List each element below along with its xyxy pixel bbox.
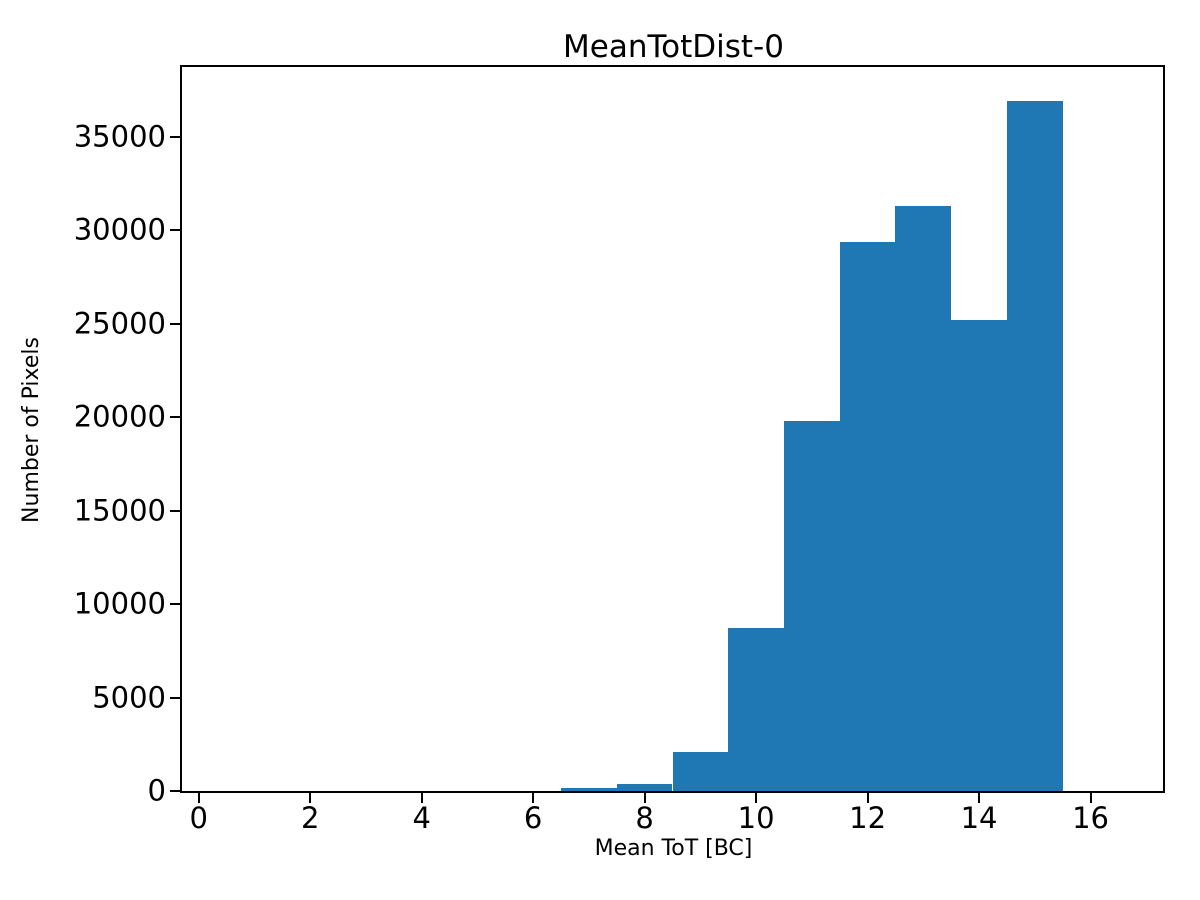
x-tick-label: 2 (300, 801, 320, 835)
y-tick-mark (170, 790, 180, 792)
x-tick-mark (1089, 793, 1092, 803)
histogram-bar (728, 628, 784, 791)
histogram-bar (895, 206, 952, 791)
y-tick-mark (170, 135, 180, 138)
histogram-bar (951, 320, 1007, 791)
x-tick-label: 16 (1072, 801, 1109, 835)
x-tick-label: 14 (960, 801, 998, 835)
y-tick-label: 5000 (92, 680, 166, 715)
x-tick-label: 6 (523, 801, 543, 835)
y-tick-label: 20000 (73, 399, 166, 434)
y-axis-label: Number of Pixels (18, 337, 44, 523)
histogram-bar (616, 784, 673, 791)
y-tick-label: 35000 (73, 119, 166, 154)
histogram-bar (561, 788, 617, 791)
y-tick-label: 30000 (73, 212, 166, 247)
x-tick-mark (755, 793, 758, 803)
y-tick-mark (170, 416, 180, 419)
y-tick-label: 10000 (73, 586, 166, 621)
plot-area: 0 2 4 6 8 10 12 14 16 0 5000 10000 15000 20000 25000 30… (74, 65, 1165, 833)
x-tick-mark (420, 793, 423, 803)
x-tick-mark (309, 793, 312, 803)
x-tick-label: 8 (635, 801, 654, 835)
chart-title: MeanTotDist-0 (563, 29, 784, 65)
histogram-bar (839, 241, 896, 791)
y-tick-mark (170, 696, 180, 699)
x-tick-label: 0 (189, 801, 208, 835)
x-tick-mark (197, 793, 200, 803)
x-tick-label: 10 (737, 801, 775, 835)
x-tick-label: 4 (412, 801, 431, 835)
histogram-bar (672, 751, 729, 791)
x-tick-mark (643, 793, 646, 803)
y-tick-label: 15000 (73, 493, 166, 528)
y-tick-label: 0 (147, 773, 166, 808)
y-tick-mark (170, 322, 180, 325)
x-axis-label: Mean ToT [BC] (594, 836, 753, 861)
y-tick-mark (170, 603, 180, 606)
y-tick-label: 25000 (73, 306, 166, 341)
y-tick-mark (170, 509, 180, 512)
histogram-bar (1006, 101, 1063, 791)
x-tick-mark (978, 793, 981, 803)
x-tick-mark (866, 793, 869, 803)
y-tick-mark (170, 229, 180, 232)
x-tick-mark (532, 793, 535, 803)
histogram-bar (783, 421, 840, 791)
x-tick-label: 12 (849, 801, 887, 835)
